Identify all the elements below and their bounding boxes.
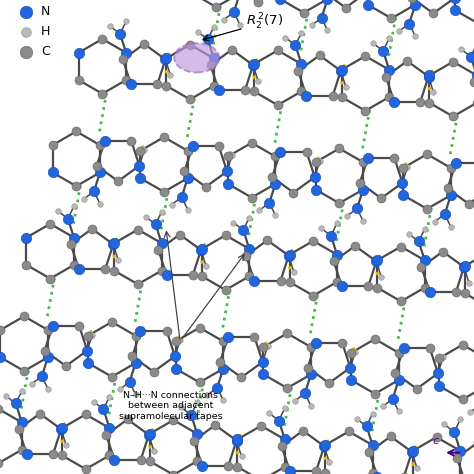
Text: N–H···N connections
between adjacent
supramolecular tapes: N–H···N connections between adjacent sup… (119, 391, 222, 421)
Text: N: N (41, 5, 51, 18)
Text: H: H (41, 25, 51, 38)
Text: c: c (433, 436, 439, 446)
Text: C: C (41, 45, 50, 58)
Text: $\mathit{R}_2^{\,2}(7)$: $\mathit{R}_2^{\,2}(7)$ (203, 12, 284, 41)
Ellipse shape (174, 43, 219, 73)
